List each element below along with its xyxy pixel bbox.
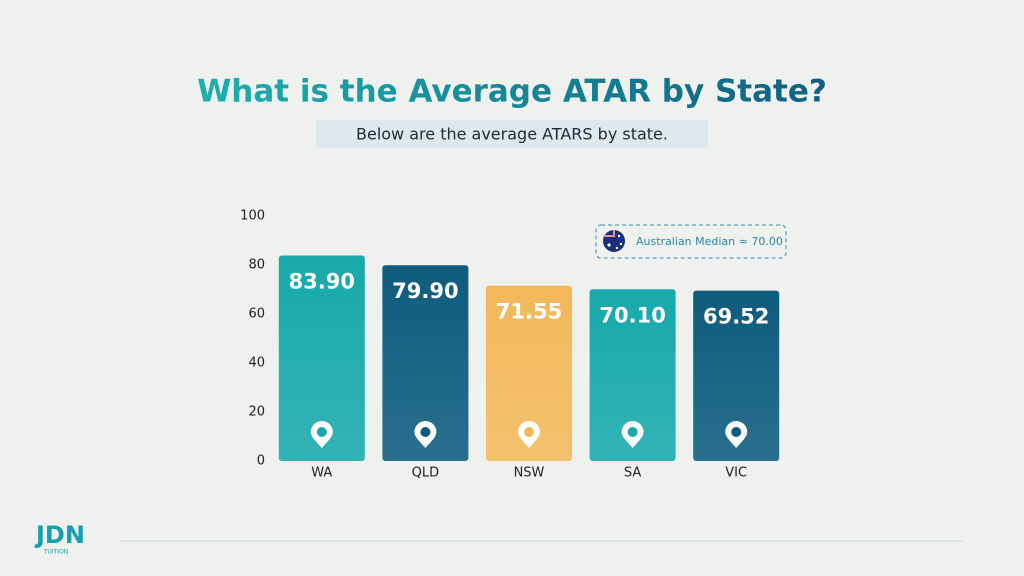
value-label: 70.10 [599, 303, 665, 327]
y-tick-label: 20 [248, 405, 265, 420]
y-tick-label: 100 [240, 209, 265, 224]
x-tick-label: NSW [514, 466, 545, 481]
pin-icon [621, 421, 644, 448]
pin-icon [725, 421, 748, 448]
pin-icon [518, 421, 540, 448]
bar [693, 290, 780, 461]
value-label: 83.90 [289, 269, 355, 293]
y-tick-label: 60 [248, 307, 265, 322]
value-label: 71.55 [496, 300, 562, 324]
annotation: Australian Median ≈ 70.00 [636, 235, 783, 248]
y-tick-label: 80 [248, 258, 265, 273]
value-label: 69.52 [703, 305, 769, 329]
logo: JDN [34, 521, 85, 549]
pin-icon [414, 421, 437, 448]
subtitle-background [316, 120, 708, 148]
x-tick-label: SA [624, 466, 641, 481]
bar [486, 285, 572, 461]
subtitle: Below are the average ATARS by state. [356, 125, 668, 144]
logo-tagline: TUITION [43, 549, 68, 556]
chart-title: What is the Average ATAR by State? [197, 74, 827, 110]
pin-icon [310, 421, 333, 448]
x-tick-label: WA [311, 466, 332, 481]
bar [589, 289, 676, 461]
annotation-box [595, 224, 787, 259]
bar [278, 255, 365, 461]
value-label: 79.90 [392, 279, 458, 303]
y-tick-label: 40 [248, 356, 265, 371]
y-tick-label: 0 [257, 454, 265, 469]
flag-icon [603, 230, 625, 252]
x-tick-label: VIC [725, 466, 747, 481]
bar [382, 265, 469, 461]
x-tick-label: QLD [412, 466, 440, 481]
